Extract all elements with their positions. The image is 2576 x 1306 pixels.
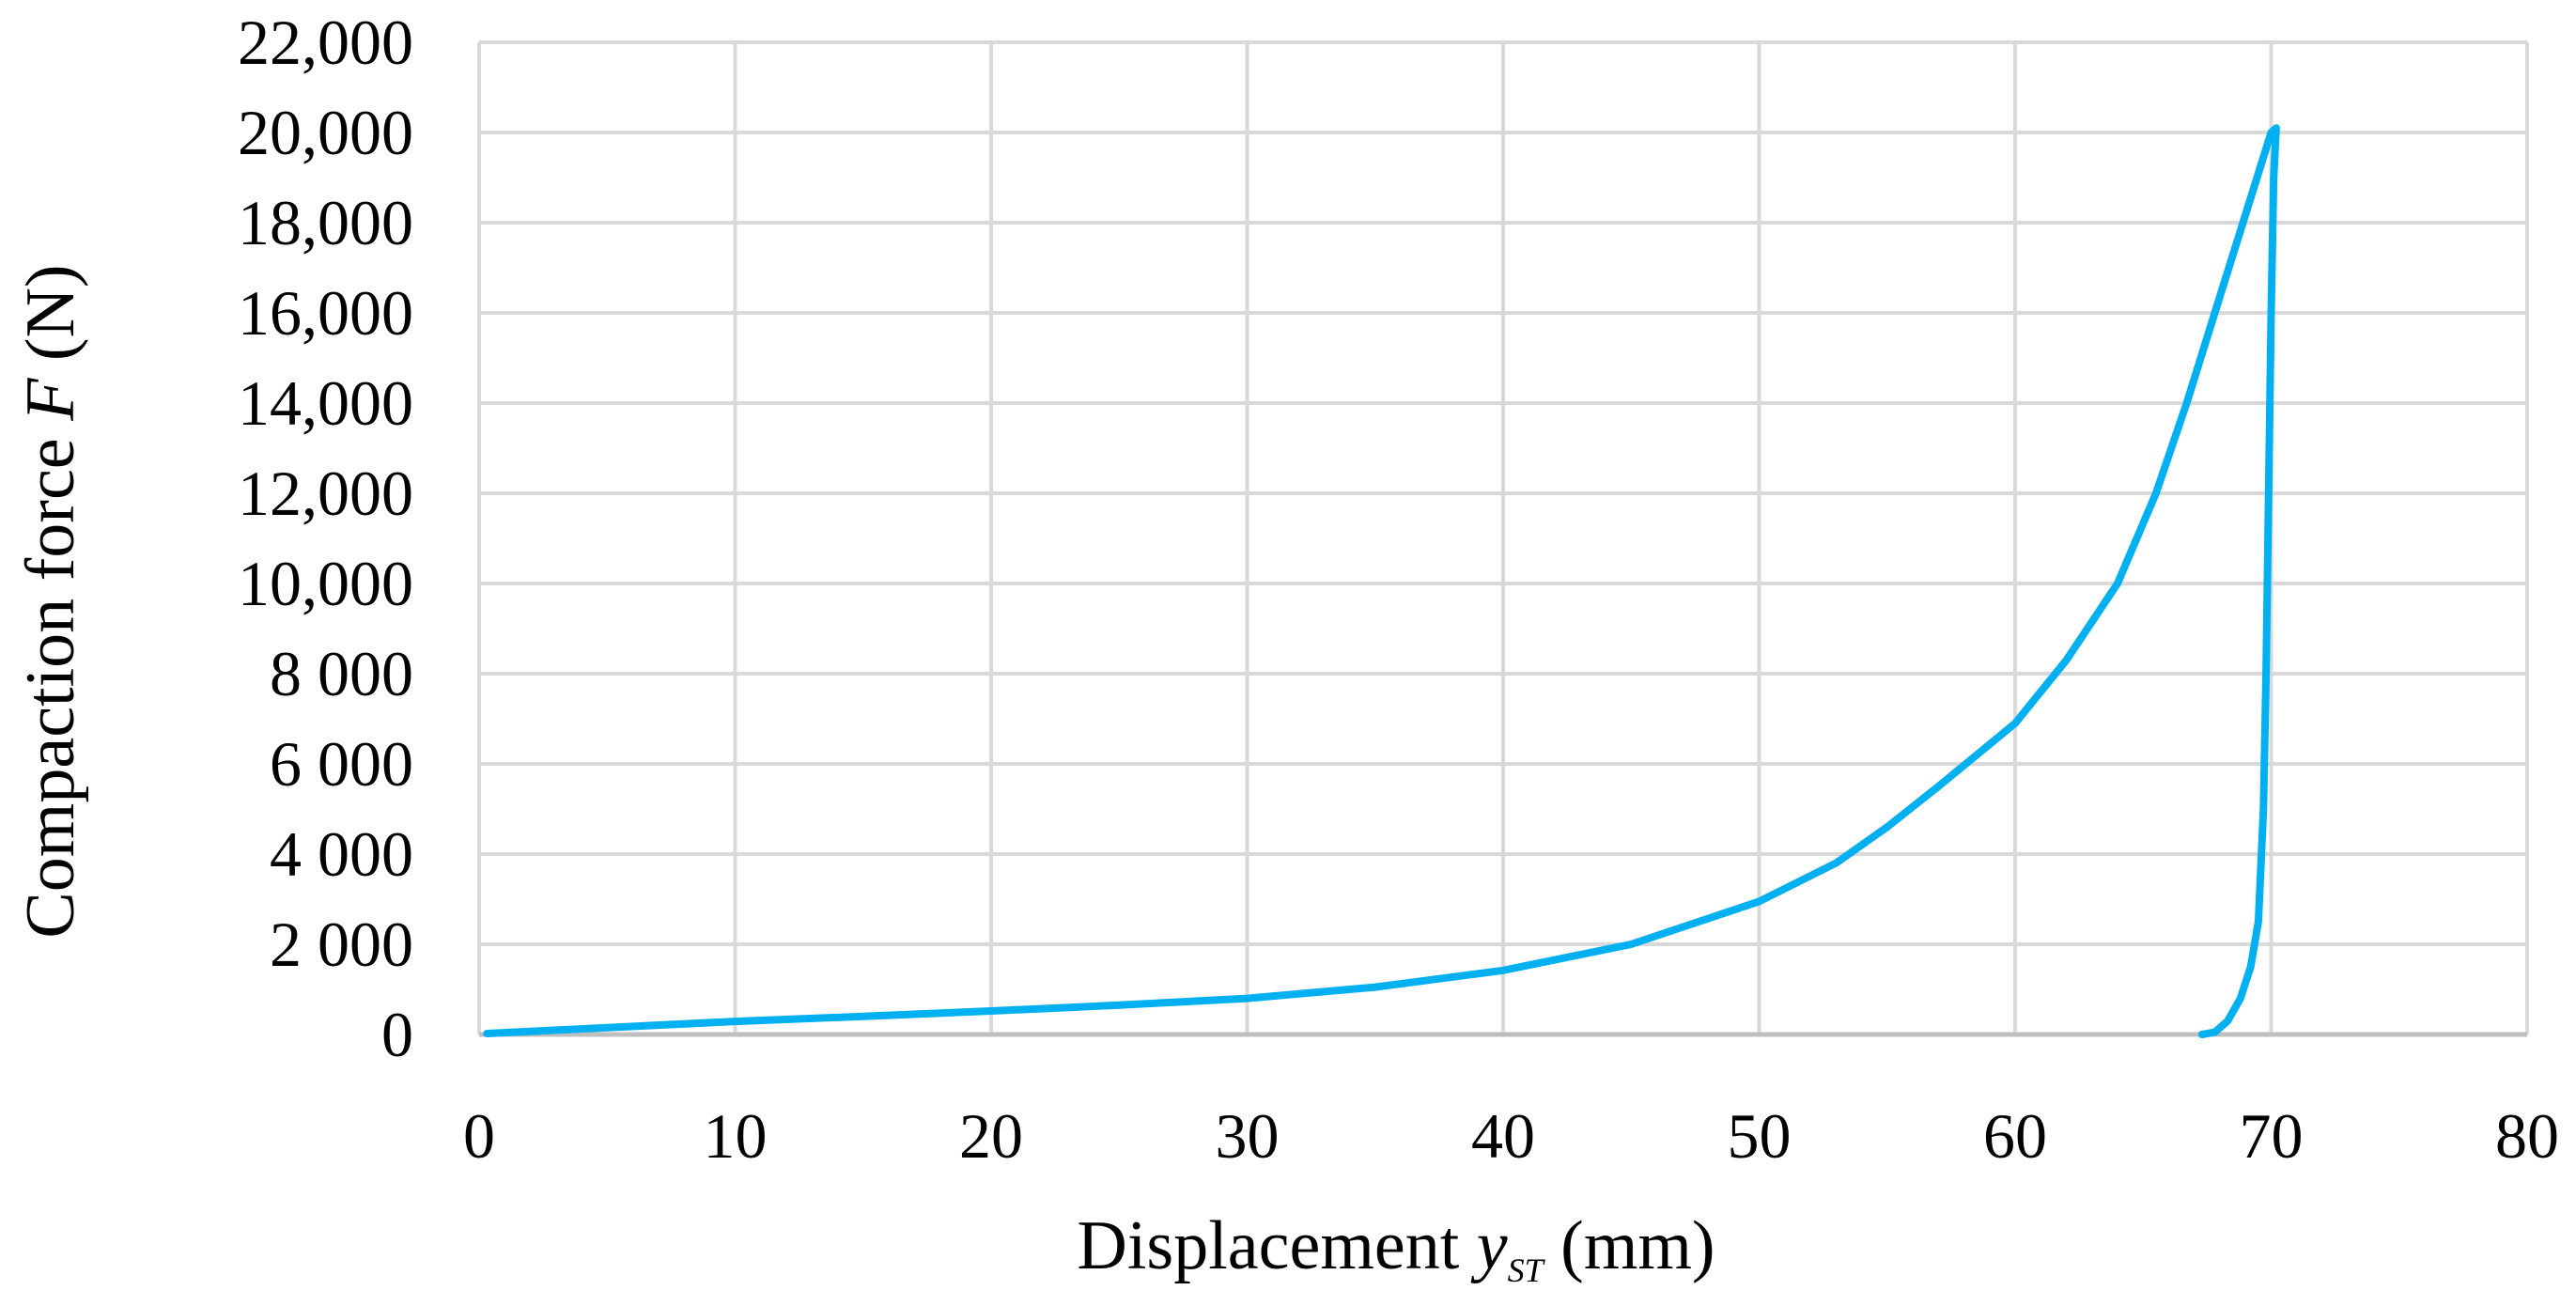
grid xyxy=(477,40,2529,1036)
y-axis-title-suffix: (N) xyxy=(12,264,89,378)
y-tick-label: 14,000 xyxy=(238,367,413,439)
y-tick-label: 22,000 xyxy=(238,7,413,78)
x-tick-label: 20 xyxy=(959,1100,1023,1172)
x-axis-title-prefix: Displacement xyxy=(1077,1207,1476,1284)
y-tick-label: 0 xyxy=(381,999,413,1070)
y-tick-label: 4 000 xyxy=(270,818,413,890)
x-axis-title-suffix: (mm) xyxy=(1544,1207,1715,1284)
y-tick-label: 18,000 xyxy=(238,187,413,258)
series-layer xyxy=(483,124,2280,1038)
x-tick-label: 60 xyxy=(1983,1100,2047,1172)
x-tick-label: 40 xyxy=(1471,1100,1535,1172)
y-tick-label: 20,000 xyxy=(238,97,413,168)
x-tick-label: 0 xyxy=(463,1100,495,1172)
x-axis-title: Displacement yST (mm) xyxy=(1077,1207,1715,1289)
series-line xyxy=(483,124,2280,1038)
x-axis-title-subscript: ST xyxy=(1508,1252,1546,1289)
y-axis-title-prefix: Compaction force xyxy=(12,421,89,939)
y-tick-label: 2 000 xyxy=(270,909,413,980)
x-axis-title-symbol: y xyxy=(1470,1207,1508,1284)
y-tick-label: 12,000 xyxy=(238,458,413,529)
tick-labels: 0 10 20 30 40 50 60 70 80 0 2 000 4 000 6 000 8 000 10… xyxy=(238,7,2559,1172)
y-tick-label: 6 000 xyxy=(270,728,413,800)
y-tick-label: 8 000 xyxy=(270,638,413,709)
x-tick-label: 30 xyxy=(1216,1100,1280,1172)
x-tick-label: 70 xyxy=(2240,1100,2304,1172)
y-axis-title: Compaction force F (N) xyxy=(12,264,89,938)
y-tick-label: 16,000 xyxy=(238,277,413,349)
x-tick-label: 80 xyxy=(2495,1100,2559,1172)
x-tick-label: 50 xyxy=(1728,1100,1792,1172)
x-tick-label: 10 xyxy=(704,1100,768,1172)
y-axis-title-symbol: F xyxy=(12,378,89,422)
y-tick-label: 10,000 xyxy=(238,548,413,619)
